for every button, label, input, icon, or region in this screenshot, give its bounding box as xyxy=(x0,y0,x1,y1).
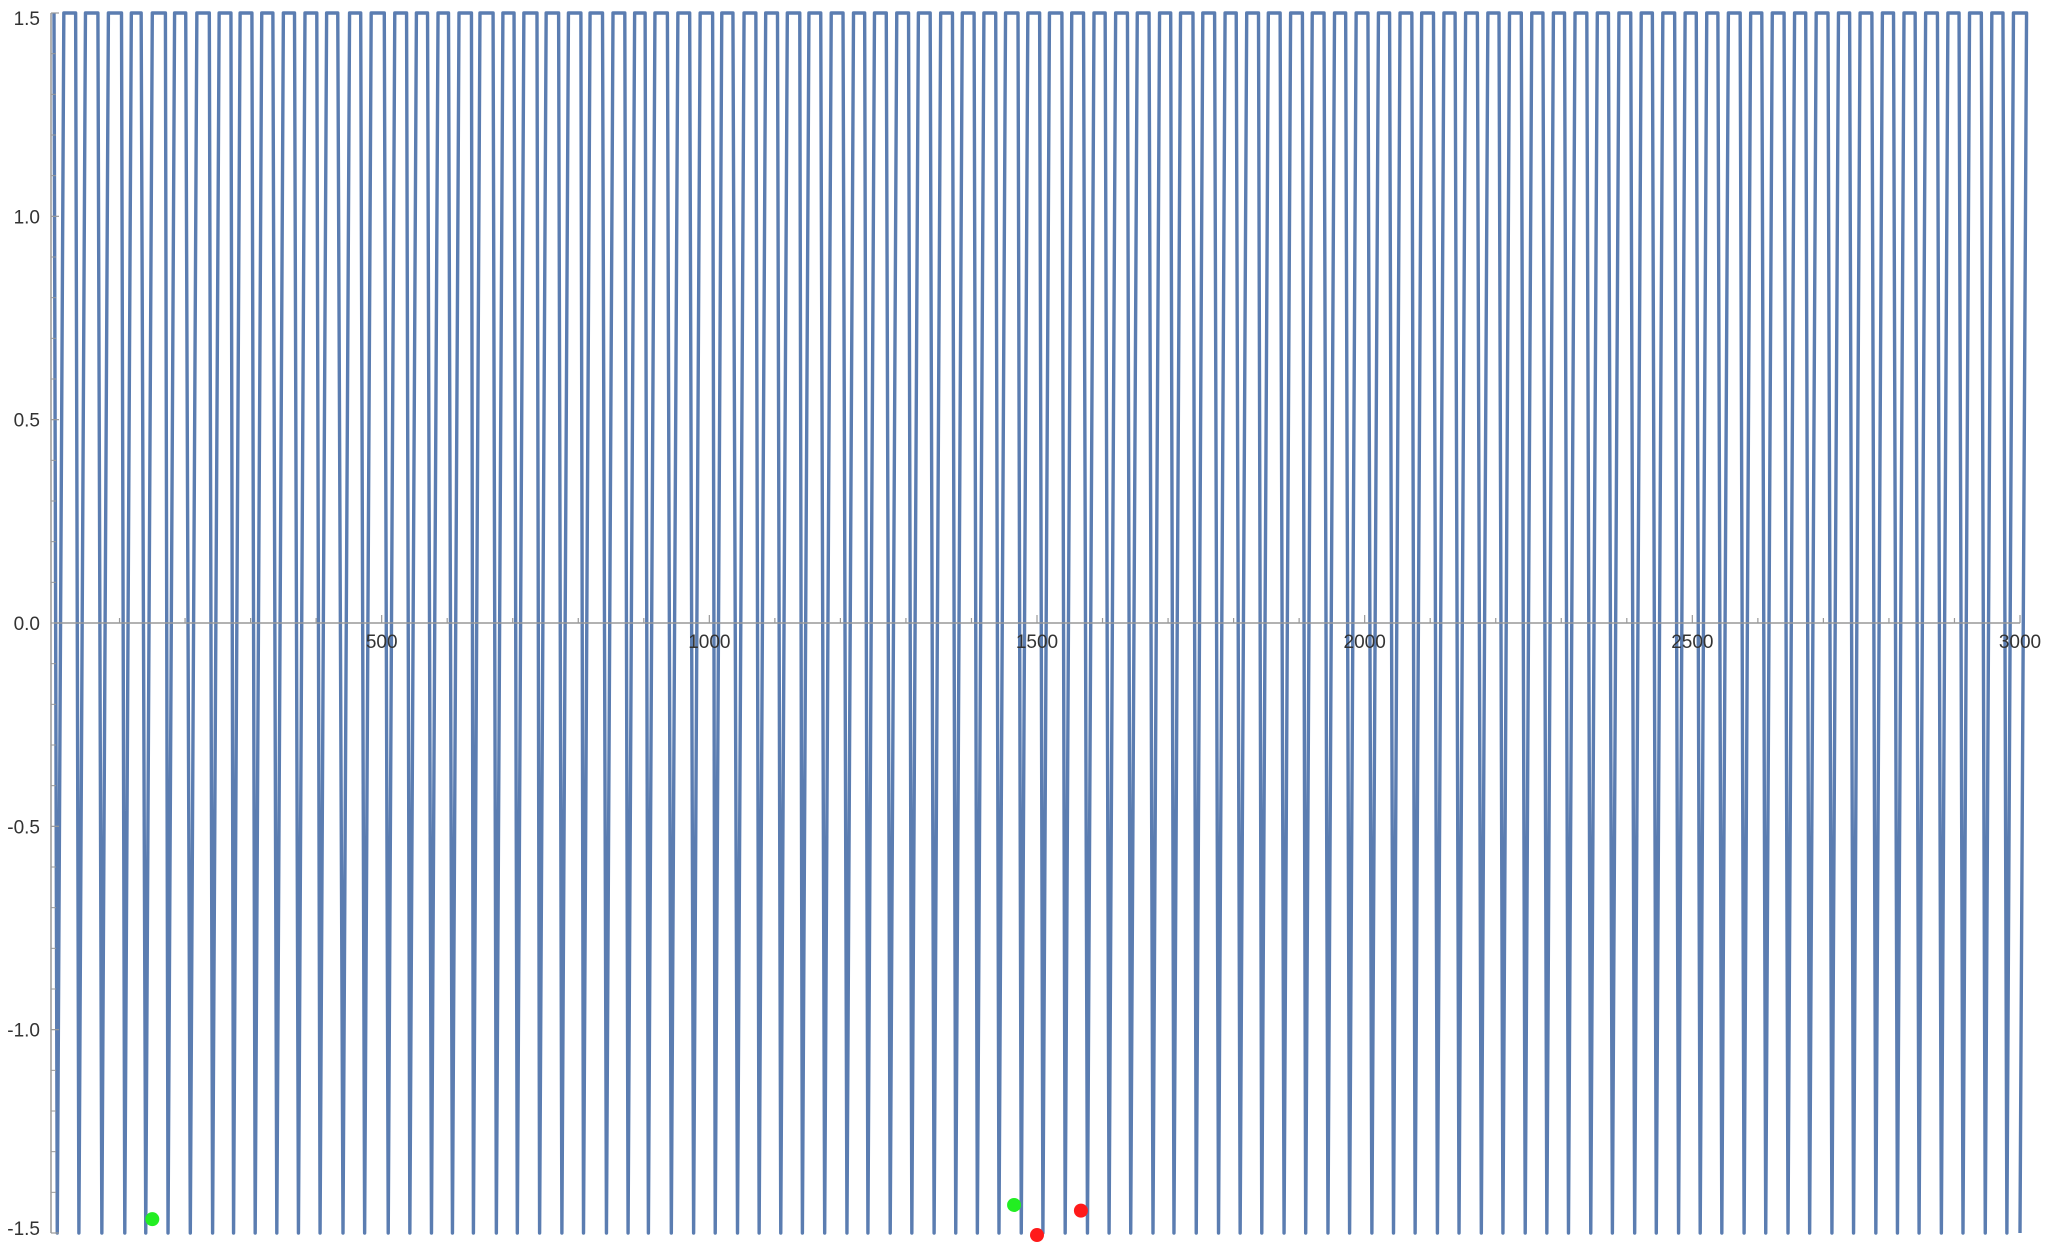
y-tick-label: 1.0 xyxy=(14,207,40,228)
y-tick-label: -1.0 xyxy=(7,1021,40,1042)
marker-point xyxy=(1030,1228,1044,1243)
x-tick-label: 1500 xyxy=(1016,632,1058,653)
y-tick-label: 1.5 xyxy=(14,9,40,30)
x-tick-label: 2000 xyxy=(1344,632,1386,653)
x-tick-label: 500 xyxy=(366,632,398,653)
marker-point xyxy=(1007,1197,1022,1212)
marker-point xyxy=(145,1212,160,1227)
x-tick-label: 3000 xyxy=(1999,632,2041,653)
y-tick-label: 0.5 xyxy=(14,411,40,432)
marker-layer xyxy=(145,1197,1088,1243)
x-tick-label: 1000 xyxy=(688,632,730,653)
y-tick-label: -1.5 xyxy=(7,1219,40,1240)
y-tick-label: -0.5 xyxy=(7,817,40,838)
x-tick-label: 2500 xyxy=(1671,632,1713,653)
marker-point xyxy=(1073,1203,1088,1218)
y-tick-label: 0.0 xyxy=(14,614,40,635)
axis-layer: 500 1000 1500 2000 2500 3000 -1.5 -1.0 -0.5 0.0 0.… xyxy=(7,9,2041,1240)
